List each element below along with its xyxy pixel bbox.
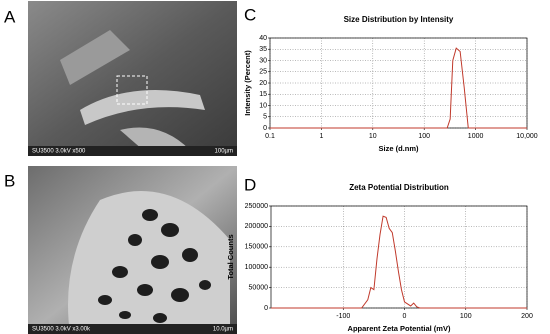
data-line [271, 215, 527, 309]
panel-label: D [244, 175, 256, 194]
y-tick-label: 0 [264, 305, 268, 312]
y-tick-label: 200000 [245, 223, 268, 230]
y-tick-label: 10 [259, 102, 267, 109]
x-tick-label: -100 [336, 313, 350, 320]
x-tick-label: 10,000 [516, 133, 538, 140]
scale-label: 10.0µm [213, 327, 233, 333]
y-tick-label: 15 [259, 91, 267, 98]
x-tick-label: 1 [319, 133, 323, 140]
chart-title: Size Distribution by Intensity [344, 15, 454, 24]
chart-title: Zeta Potential Distribution [349, 183, 449, 192]
y-tick-label: 5 [263, 114, 267, 121]
x-tick-label: 10 [369, 133, 377, 140]
x-tick-label: 100 [418, 133, 430, 140]
x-axis-label: Size (d.nm) [378, 144, 419, 153]
y-tick-label: 40 [259, 35, 267, 42]
y-tick-label: 25 [259, 69, 267, 76]
plot-frame [270, 205, 528, 309]
sem-image-b: SU3500 3.0kV x3.00k 10.0µm [28, 166, 237, 334]
y-tick-label: 30 [259, 57, 267, 64]
image-caption: SU3500 3.0kV x3.00k [32, 327, 91, 333]
scale-label: 100µm [215, 149, 233, 155]
panel-label: B [4, 171, 15, 190]
y-tick-label: 100000 [245, 264, 268, 271]
y-tick-label: 0 [263, 125, 267, 132]
x-axis-label: Apparent Zeta Potential (mV) [348, 324, 451, 333]
data-line [270, 47, 527, 129]
y-tick-label: 250000 [245, 203, 268, 210]
x-tick-label: 0 [403, 313, 407, 320]
y-tick-label: 150000 [245, 244, 268, 251]
y-tick-label: 50000 [249, 284, 269, 291]
y-axis-label: Total Counts [226, 234, 235, 279]
x-tick-label: 1000 [468, 133, 484, 140]
y-tick-label: 20 [259, 80, 267, 87]
x-tick-label: 100 [460, 313, 472, 320]
x-tick-label: 200 [521, 313, 533, 320]
image-caption: SU3500 3.0kV x500 [32, 149, 86, 155]
y-axis-label: Intensity (Percent) [243, 50, 252, 116]
x-tick-label: 0.1 [265, 133, 275, 140]
sem-image-a: SU3500 3.0kV x500 100µm [28, 1, 237, 156]
panel-label: C [244, 5, 256, 24]
y-tick-label: 35 [259, 46, 267, 53]
panel-label: A [4, 7, 16, 26]
